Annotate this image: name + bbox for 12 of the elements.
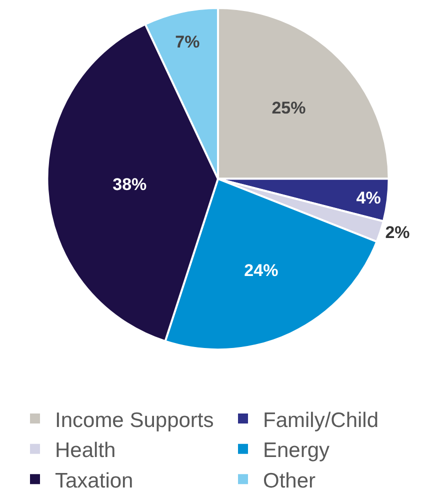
legend-label: Taxation: [55, 469, 134, 492]
legend-label: Energy: [263, 439, 330, 462]
data-label: 25%: [272, 98, 306, 118]
data-label: 24%: [244, 261, 278, 280]
legend-label: Family/Child: [263, 408, 379, 432]
legend-label: Health: [55, 439, 116, 462]
data-label: 4%: [356, 188, 381, 208]
data-label: 38%: [112, 174, 147, 194]
data-label: 7%: [175, 32, 200, 52]
legend-label: Income Supports: [55, 408, 214, 432]
legend-label: Other: [263, 469, 316, 492]
data-label: 2%: [385, 222, 410, 242]
